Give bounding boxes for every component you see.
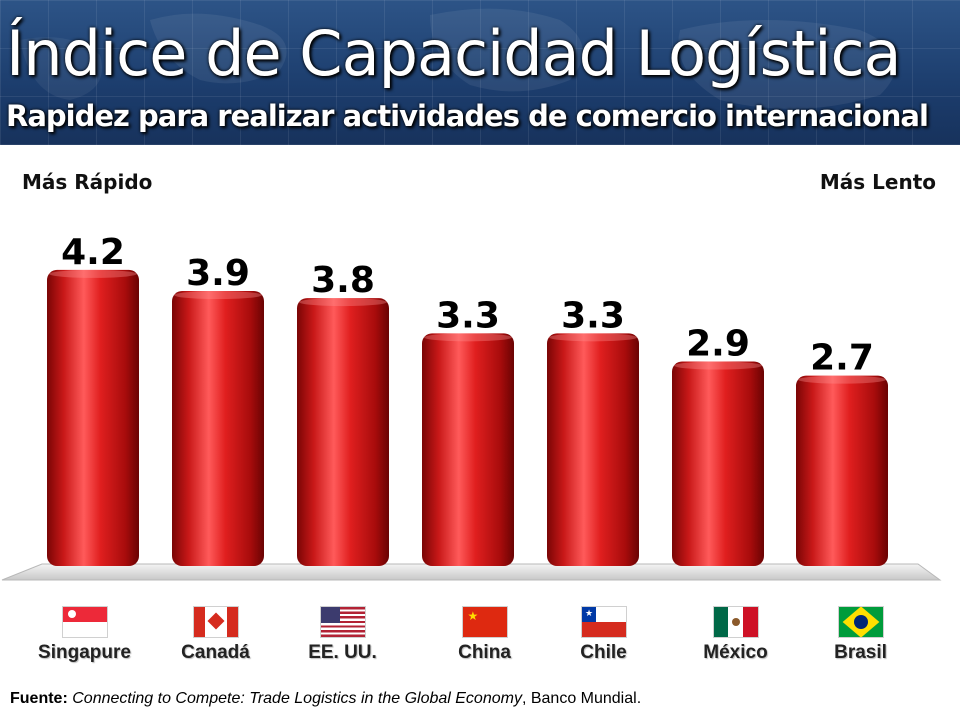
category-brazil: Brasil [798,600,923,664]
header-banner: Índice de Capacidad Logística Rapidez pa… [0,0,960,145]
bar-cap-3 [424,333,512,342]
category-label: Chile [580,642,627,663]
category-usa: EE. UU. [280,600,405,664]
category-canada: Canadá [153,600,278,664]
slower-note: Más Lento [819,170,936,194]
value-label-6: 2.7 [810,338,874,379]
category-label: Singapure [38,642,131,663]
source-note: Fuente: Connecting to Compete: Trade Log… [10,690,641,708]
bar-1 [172,291,264,566]
value-label-4: 3.3 [561,295,625,336]
chart-floor [1,563,942,581]
bar-cap-6 [798,375,886,384]
page-title: Índice de Capacidad Logística [6,17,902,90]
bar-cap-5 [674,361,762,370]
value-label-1: 3.9 [186,253,250,294]
banner-grid [0,0,960,145]
category-label: Brasil [834,642,887,663]
singapore-flag-icon [61,606,108,638]
bar-2 [297,298,389,566]
category-label: México [703,642,768,663]
source-label: Fuente: [10,690,68,707]
value-label-0: 4.2 [61,232,125,273]
bar-cap-0 [49,269,137,278]
category-chile: ★ Chile [541,600,666,664]
bar-cap-4 [549,333,637,342]
canada-flag-icon [192,606,239,638]
value-label-3: 3.3 [436,295,500,336]
category-singapore: Singapure [22,600,147,664]
bar-5 [672,361,764,566]
bar-cap-2 [299,298,387,307]
bar-4 [547,333,639,566]
value-label-2: 3.8 [311,260,375,301]
source-title: Connecting to Compete: Trade Logistics i… [72,690,522,707]
category-mexico: México [673,600,798,664]
bar-0 [47,269,139,566]
category-axis: Singapure Canadá EE. UU. ★ China ★ Chile [0,600,960,680]
faster-note: Más Rápido [22,170,153,194]
usa-flag-icon [319,606,366,638]
page-subtitle: Rapidez para realizar actividades de com… [6,99,929,133]
category-china: ★ China [422,600,547,664]
bar-chart: 4.2 3.9 3.8 3.3 3.3 2.9 2.7 [1,232,942,581]
world-map-background [20,8,896,109]
chile-flag-icon: ★ [580,606,627,638]
bar-3 [422,333,514,566]
brazil-flag-icon [837,606,884,638]
value-label-5: 2.9 [686,324,750,365]
source-publisher: , Banco Mundial. [521,690,642,707]
china-flag-icon: ★ [461,606,508,638]
bar-cap-1 [174,291,262,300]
category-label: China [458,642,511,663]
mexico-flag-icon [712,606,759,638]
bar-6 [796,375,888,566]
category-label: EE. UU. [308,642,377,663]
category-label: Canadá [181,642,250,663]
